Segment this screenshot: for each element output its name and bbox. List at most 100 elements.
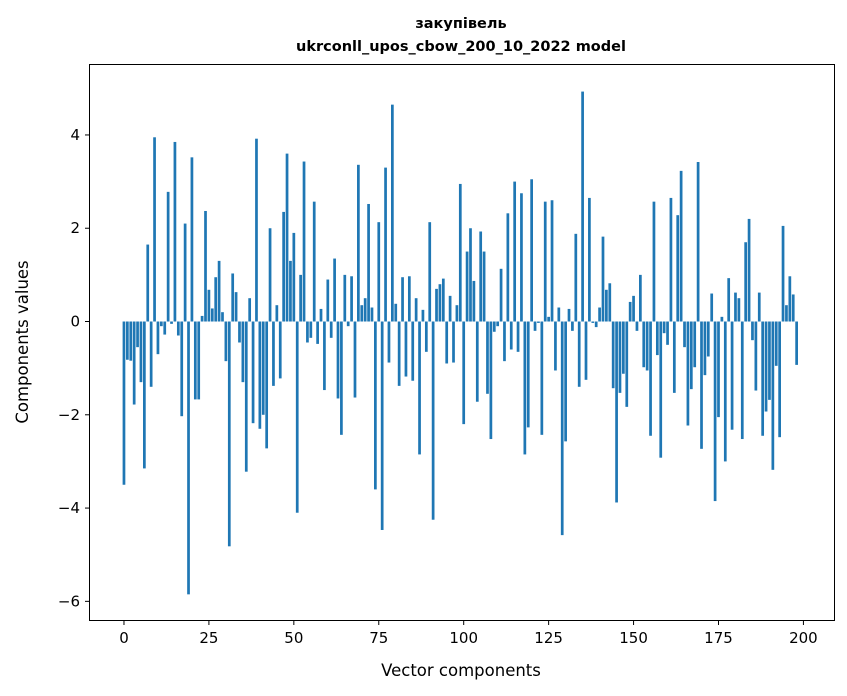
bar: [499, 268, 503, 322]
bar: [224, 321, 228, 362]
bar: [241, 321, 245, 383]
bar: [200, 315, 204, 322]
bar: [581, 91, 584, 322]
bar: [187, 321, 190, 595]
bar: [639, 274, 642, 322]
bar: [146, 244, 150, 322]
bar: [370, 307, 374, 322]
bar: [340, 321, 343, 435]
bar: [401, 277, 404, 322]
bar: [295, 321, 299, 513]
plot-frame: [89, 64, 835, 621]
bar: [441, 278, 445, 322]
bar: [588, 197, 591, 322]
bar: [153, 137, 156, 322]
bar: [472, 280, 476, 322]
bar: [180, 321, 184, 417]
bar: [489, 321, 493, 440]
bar: [132, 321, 136, 405]
bar: [255, 138, 258, 322]
bar: [537, 321, 540, 323]
bar: [159, 321, 163, 327]
bar: [414, 298, 418, 322]
bar: [261, 321, 265, 415]
bar: [465, 251, 469, 322]
bar: [292, 232, 296, 322]
bar: [788, 276, 792, 322]
bar: [700, 321, 703, 449]
bar: [462, 321, 466, 425]
bar: [143, 321, 146, 469]
x-tick-label: 100: [449, 629, 478, 647]
bar: [163, 321, 167, 335]
bar: [516, 321, 520, 352]
bar: [346, 321, 350, 327]
bar: [754, 321, 758, 391]
bar: [475, 321, 479, 402]
x-tick-label: 175: [704, 629, 733, 647]
bar: [564, 321, 567, 442]
bar: [683, 321, 686, 348]
x-axis-ticks: 0 25 50 75 100 125 150 175 200: [119, 620, 818, 647]
bar: [421, 309, 425, 322]
bar: [445, 321, 449, 364]
bar: [309, 321, 313, 338]
y-tick-label: 4: [70, 126, 80, 144]
bar: [706, 321, 710, 357]
bar: [428, 222, 432, 322]
bar: [391, 104, 394, 322]
bar: [214, 277, 218, 322]
bar: [227, 321, 231, 547]
bar: [785, 305, 788, 322]
bar: [479, 231, 483, 322]
bar: [176, 321, 180, 336]
bar: [367, 203, 370, 322]
bar: [557, 307, 561, 322]
bar: [635, 321, 639, 331]
bar: [326, 279, 330, 322]
bar: [730, 321, 734, 430]
bar: [204, 210, 207, 322]
bar: [217, 260, 221, 322]
x-tick-label: 50: [284, 629, 303, 647]
bar: [571, 321, 574, 331]
bar: [723, 321, 727, 462]
bar: [791, 294, 795, 322]
bar: [248, 298, 252, 322]
bar: [757, 292, 761, 322]
bar: [306, 321, 309, 343]
bar: [655, 321, 659, 356]
bar: [703, 321, 707, 376]
bar: [550, 200, 554, 322]
bar: [554, 321, 557, 371]
bar: [622, 321, 625, 374]
bar: [139, 321, 143, 383]
bar: [231, 273, 235, 322]
bar: [268, 228, 272, 322]
bar: [652, 201, 656, 322]
y-tick-label: −4: [58, 499, 80, 517]
bar: [740, 321, 744, 440]
bar: [418, 321, 421, 455]
bar: [319, 308, 323, 322]
bar: [282, 211, 285, 322]
bar: [540, 321, 544, 435]
bar: [323, 321, 326, 391]
bar: [513, 181, 517, 322]
bar: [289, 260, 292, 322]
bar: [781, 225, 785, 322]
bar: [710, 293, 714, 322]
bar: [795, 321, 798, 365]
x-axis-label: Vector components: [381, 661, 541, 680]
bar: [336, 321, 340, 399]
bar: [727, 278, 731, 322]
bar: [737, 298, 741, 322]
bar: [149, 321, 153, 387]
bar: [424, 321, 428, 352]
bar: [520, 193, 523, 322]
bar: [533, 321, 537, 331]
bar: [404, 321, 408, 377]
bar: [407, 276, 411, 322]
bar: [696, 162, 700, 322]
